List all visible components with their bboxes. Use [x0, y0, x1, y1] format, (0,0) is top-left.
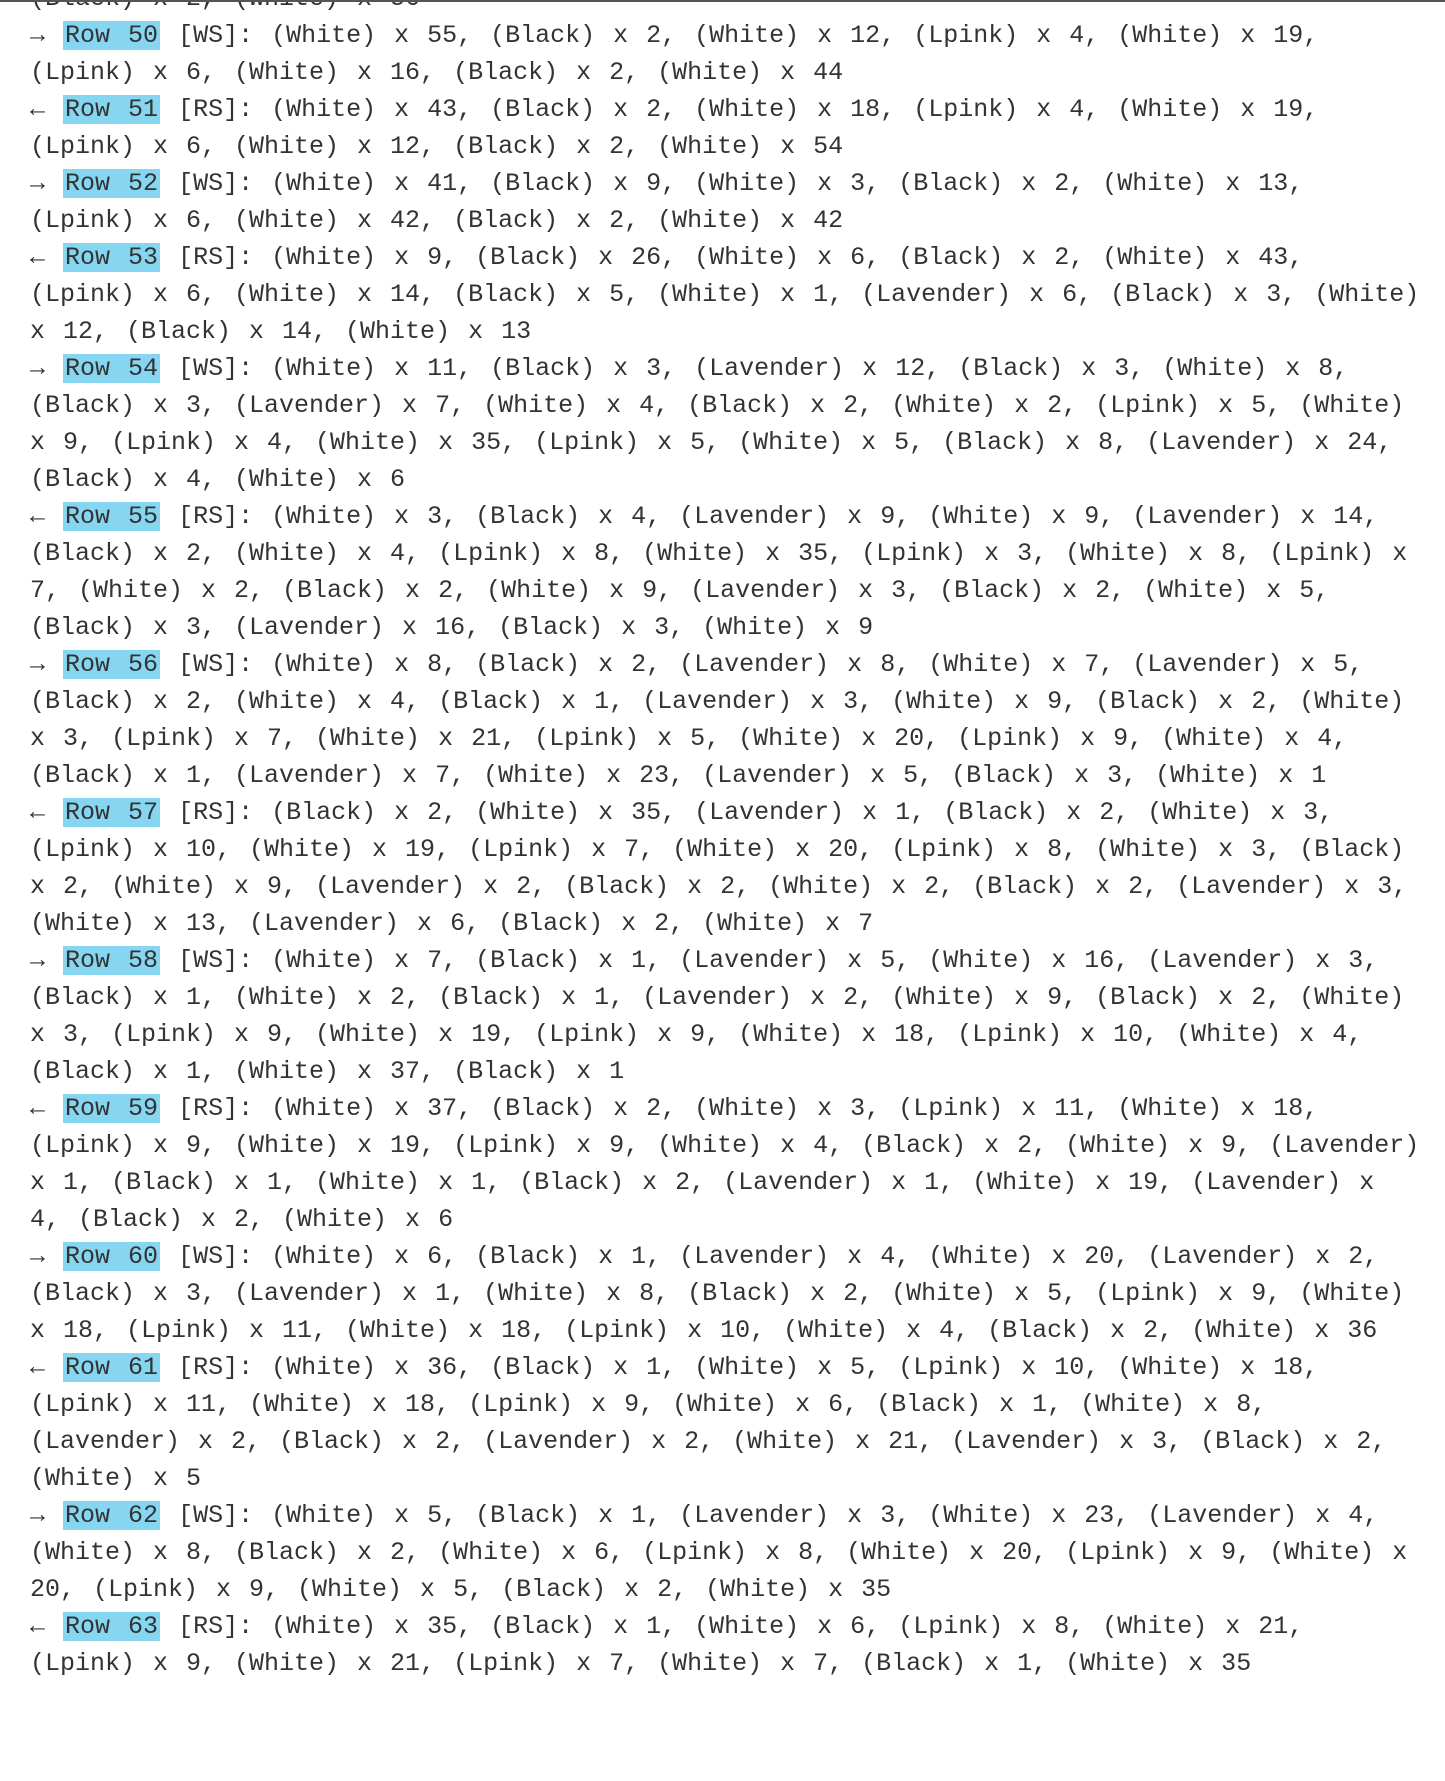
- row-side: [RS]:: [178, 502, 254, 531]
- pattern-row: ← Row 55 [RS]: (White) x 3, (Black) x 4,…: [30, 498, 1420, 646]
- row-label: Row 51: [63, 95, 161, 124]
- pattern-row: ← Row 63 [RS]: (White) x 35, (Black) x 1…: [30, 1608, 1420, 1682]
- row-instructions: (White) x 7, (Black) x 1, (Lavender) x 5…: [30, 946, 1405, 1086]
- pattern-row: → Row 56 [WS]: (White) x 8, (Black) x 2,…: [30, 646, 1420, 794]
- direction-arrow: ←: [30, 243, 46, 272]
- direction-arrow: ←: [30, 502, 46, 531]
- pattern-row: ← Row 61 [RS]: (White) x 36, (Black) x 1…: [30, 1349, 1420, 1497]
- row-label: Row 57: [63, 798, 161, 827]
- row-side: [WS]:: [178, 21, 254, 50]
- row-side: [RS]:: [178, 243, 254, 272]
- row-instructions: (White) x 3, (Black) x 4, (Lavender) x 9…: [30, 502, 1408, 642]
- pattern-row: ← Row 59 [RS]: (White) x 37, (Black) x 2…: [30, 1090, 1420, 1238]
- pattern-row: → Row 58 [WS]: (White) x 7, (Black) x 1,…: [30, 942, 1420, 1090]
- row-label: Row 56: [63, 650, 161, 679]
- row-label: Row 59: [63, 1094, 161, 1123]
- pattern-row: ← Row 51 [RS]: (White) x 43, (Black) x 2…: [30, 91, 1420, 165]
- row-label: Row 53: [63, 243, 161, 272]
- direction-arrow: →: [30, 1501, 46, 1530]
- row-side: [WS]:: [178, 1501, 254, 1530]
- row-instructions: (Black) x 2, (White) x 35, (Lavender) x …: [30, 798, 1408, 938]
- row-label: Row 63: [63, 1612, 161, 1641]
- pattern-row: → Row 52 [WS]: (White) x 41, (Black) x 9…: [30, 165, 1420, 239]
- direction-arrow: →: [30, 1242, 46, 1271]
- row-side: [WS]:: [178, 354, 254, 383]
- row-label: Row 62: [63, 1501, 161, 1530]
- row-label: Row 58: [63, 946, 161, 975]
- pattern-row: → Row 54 [WS]: (White) x 11, (Black) x 3…: [30, 350, 1420, 498]
- row-label: Row 55: [63, 502, 161, 531]
- row-instructions: (White) x 11, (Black) x 3, (Lavender) x …: [30, 354, 1405, 494]
- row-fragment: (Black) x 2, (White) x 56: [30, 2, 1420, 17]
- row-side: [RS]:: [178, 1353, 254, 1382]
- row-instructions: (White) x 41, (Black) x 9, (White) x 3, …: [30, 169, 1304, 235]
- row-label: Row 50: [63, 21, 161, 50]
- row-instructions: (White) x 5, (Black) x 1, (Lavender) x 3…: [30, 1501, 1408, 1604]
- row-instructions: (White) x 43, (Black) x 2, (White) x 18,…: [30, 95, 1319, 161]
- row-instructions: (White) x 9, (Black) x 26, (White) x 6, …: [30, 243, 1420, 346]
- row-side: [WS]:: [178, 169, 254, 198]
- row-label: Row 54: [63, 354, 161, 383]
- row-label: Row 61: [63, 1353, 161, 1382]
- direction-arrow: →: [30, 650, 46, 679]
- row-side: [RS]:: [178, 95, 254, 124]
- pattern-row: → Row 62 [WS]: (White) x 5, (Black) x 1,…: [30, 1497, 1420, 1608]
- direction-arrow: ←: [30, 1612, 46, 1641]
- row-side: [WS]:: [178, 946, 254, 975]
- direction-arrow: ←: [30, 1094, 46, 1123]
- row-side: [RS]:: [178, 798, 254, 827]
- direction-arrow: ←: [30, 95, 46, 124]
- pattern-row: ← Row 53 [RS]: (White) x 9, (Black) x 26…: [30, 239, 1420, 350]
- row-instructions: (White) x 37, (Black) x 2, (White) x 3, …: [30, 1094, 1420, 1234]
- direction-arrow: ←: [30, 1353, 46, 1382]
- row-instructions: (White) x 35, (Black) x 1, (White) x 6, …: [30, 1612, 1304, 1678]
- row-side: [WS]:: [178, 1242, 254, 1271]
- direction-arrow: ←: [30, 798, 46, 827]
- row-instructions: (White) x 8, (Black) x 2, (Lavender) x 8…: [30, 650, 1405, 790]
- row-instructions: (White) x 36, (Black) x 1, (White) x 5, …: [30, 1353, 1387, 1493]
- direction-arrow: →: [30, 354, 46, 383]
- row-side: [WS]:: [178, 650, 254, 679]
- pattern-row: → Row 60 [WS]: (White) x 6, (Black) x 1,…: [30, 1238, 1420, 1349]
- row-side: [RS]:: [178, 1612, 254, 1641]
- row-side: [RS]:: [178, 1094, 254, 1123]
- row-label: Row 60: [63, 1242, 161, 1271]
- row-instructions: (White) x 6, (Black) x 1, (Lavender) x 4…: [30, 1242, 1405, 1345]
- pattern-row: → Row 50 [WS]: (White) x 55, (Black) x 2…: [30, 17, 1420, 91]
- row-label: Row 52: [63, 169, 161, 198]
- direction-arrow: →: [30, 21, 46, 50]
- pattern-text: (Black) x 2, (White) x 56 → Row 50 [WS]:…: [30, 2, 1420, 1682]
- row-instructions: (White) x 55, (Black) x 2, (White) x 12,…: [30, 21, 1319, 87]
- pattern-row: ← Row 57 [RS]: (Black) x 2, (White) x 35…: [30, 794, 1420, 942]
- direction-arrow: →: [30, 946, 46, 975]
- direction-arrow: →: [30, 169, 46, 198]
